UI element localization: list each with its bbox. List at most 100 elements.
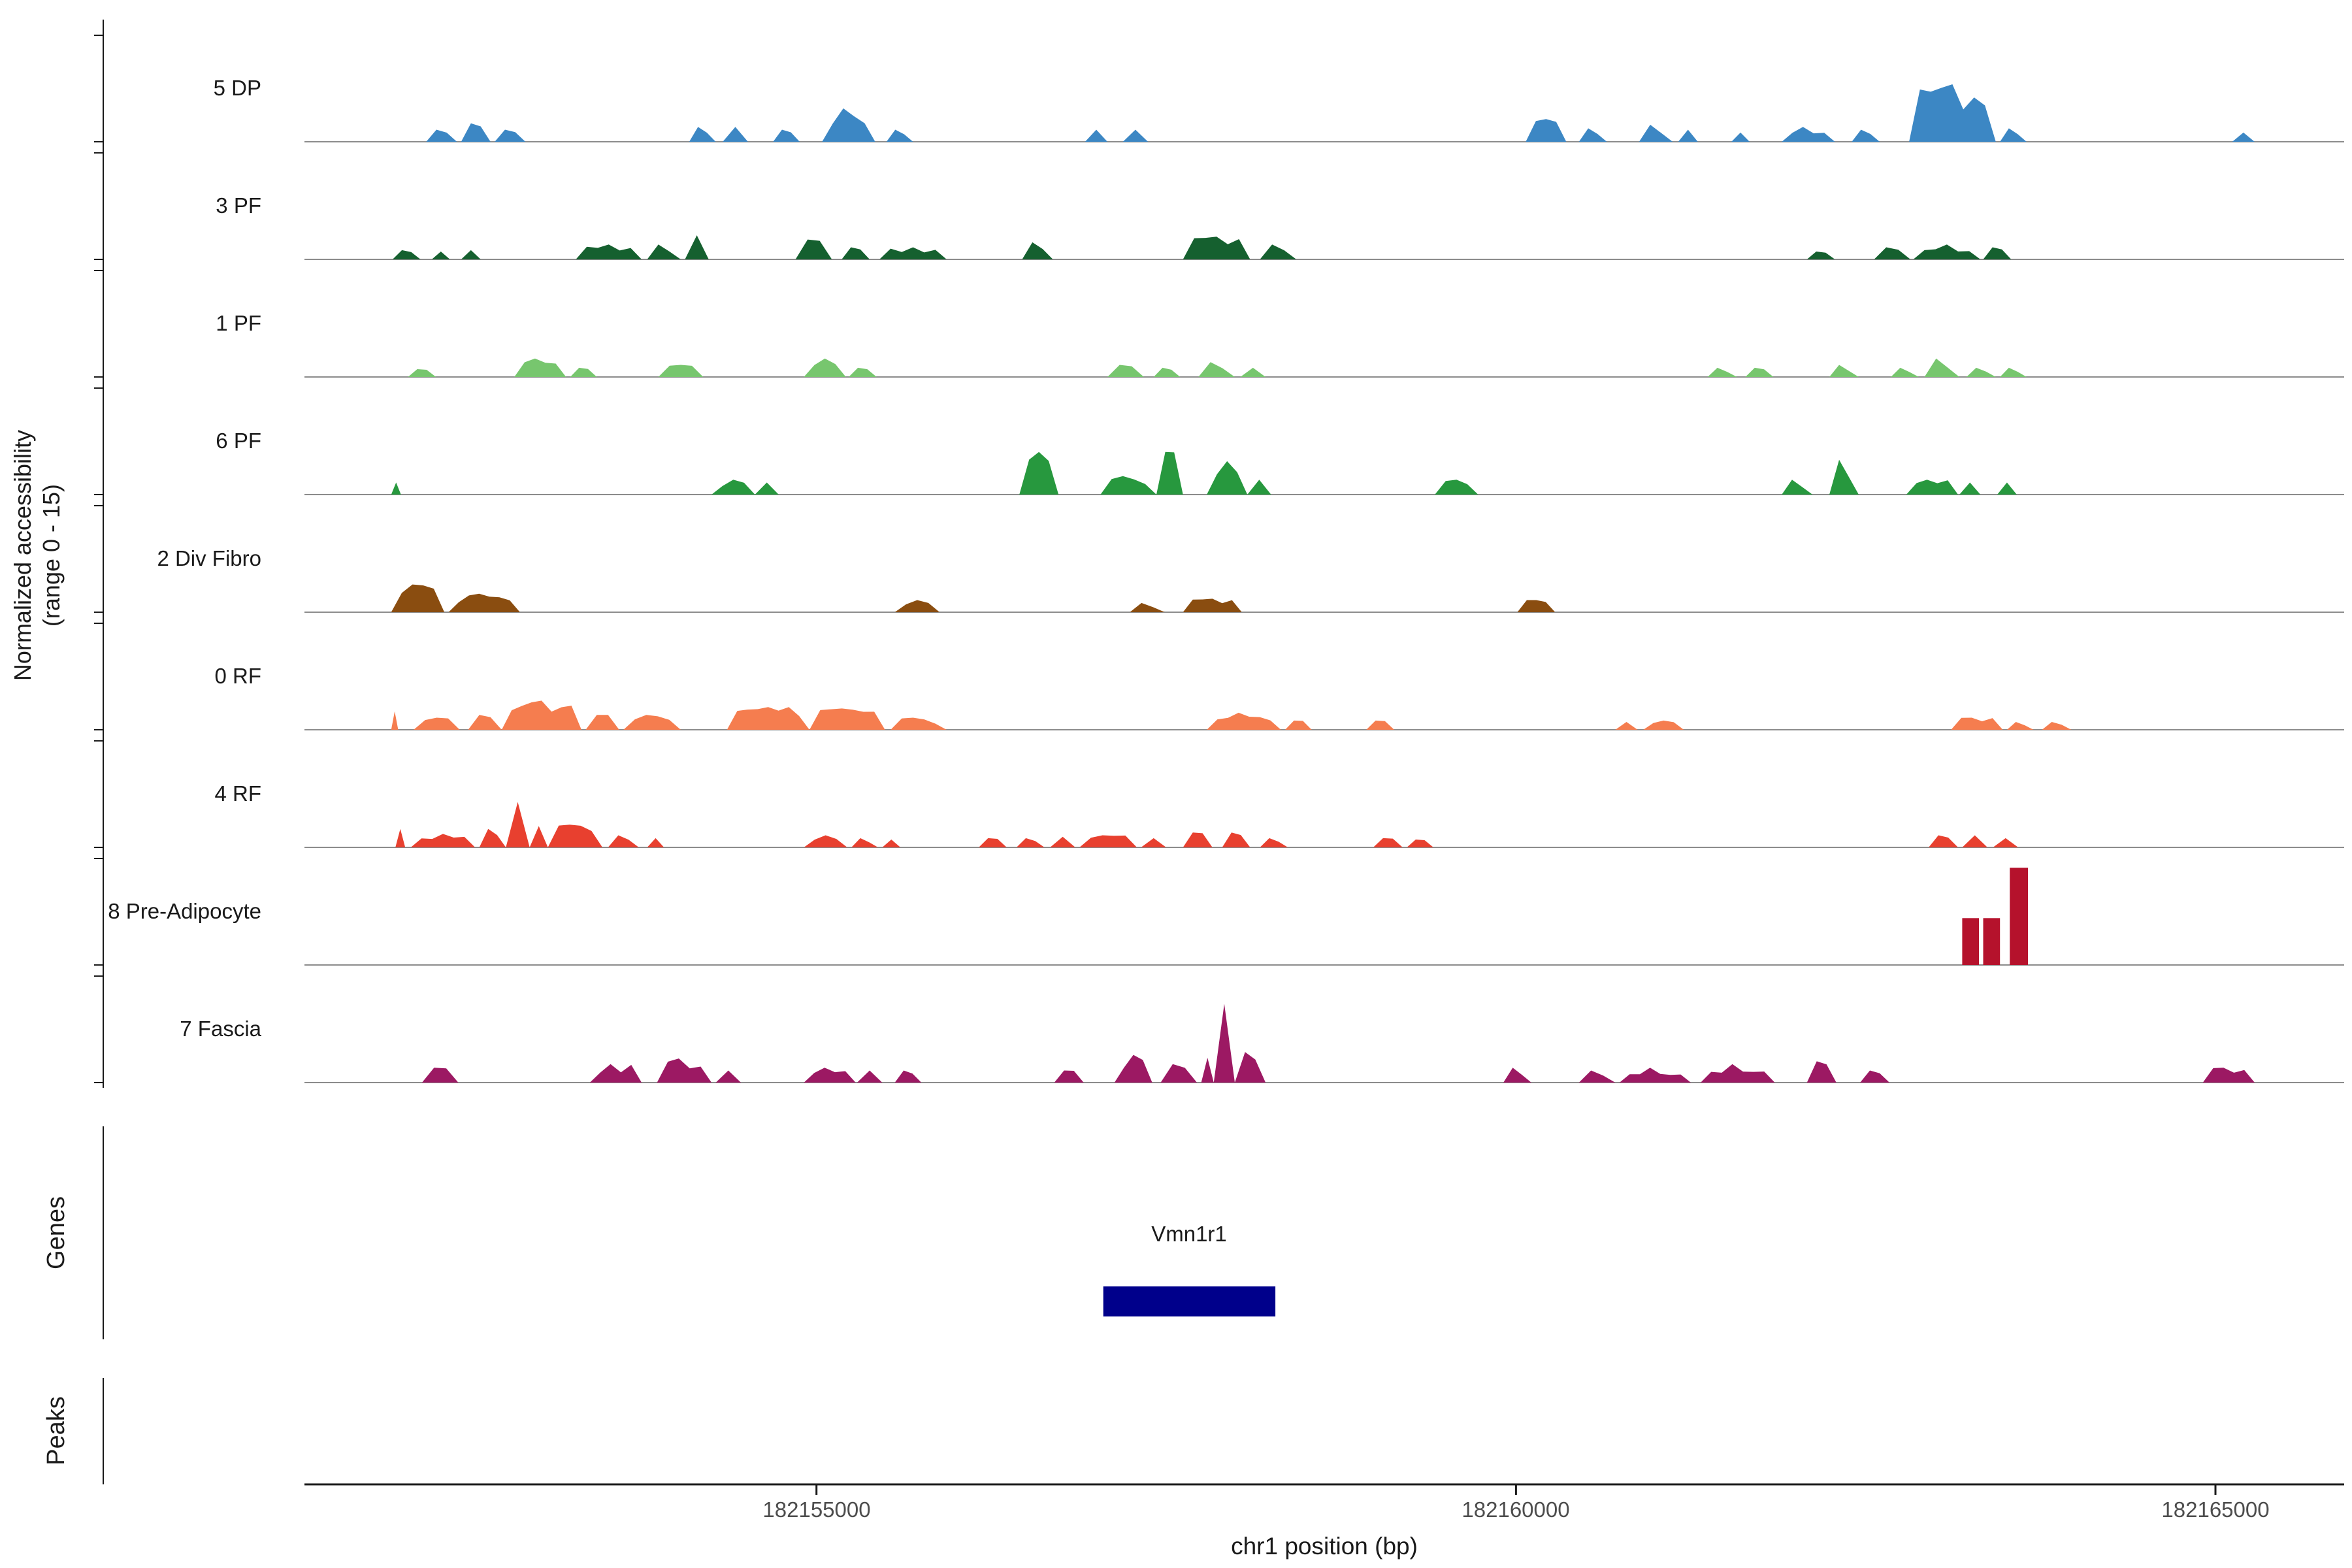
coverage-peak (2202, 1068, 2255, 1083)
coverage-peak (461, 250, 481, 259)
coverage-peak (501, 700, 581, 730)
coverage-peak (1578, 128, 1607, 142)
coverage-peak (391, 711, 399, 730)
coverage-peak (1906, 480, 1958, 495)
coverage-peak (1806, 1061, 1837, 1083)
coverage-peak (391, 584, 445, 612)
coverage-peak (685, 235, 709, 259)
coverage-peak (1019, 451, 1059, 495)
coverage-peak (1130, 602, 1165, 612)
coverage-peak (1260, 244, 1297, 259)
coverage-peak (1107, 365, 1144, 377)
coverage-peak (570, 367, 597, 377)
coverage-peak (1016, 838, 1045, 847)
coverage-peak (547, 825, 603, 847)
coverage-peak (647, 244, 681, 259)
gene-name-label: Vmn1r1 (1151, 1222, 1227, 1246)
coverage-peak (1678, 129, 1698, 142)
track-5-dp (94, 35, 2344, 142)
coverage-peak (979, 838, 1007, 847)
coverage-peak (1701, 1064, 1775, 1083)
coverage-peak (755, 482, 779, 495)
coverage-peak (608, 835, 639, 847)
coverage-peak (1909, 84, 1996, 142)
x-axis-title: chr1 position (bp) (1231, 1533, 1418, 1560)
coverage-peak (1235, 1052, 1266, 1083)
track-label-0-rf: 0 RF (214, 664, 261, 688)
coverage-peak (1156, 451, 1183, 495)
coverage-peak (1643, 720, 1684, 730)
coverage-peak (506, 802, 530, 847)
coverage-peak (1615, 722, 1638, 730)
coverage-peak (1924, 358, 1960, 377)
coverage-peak (514, 358, 566, 377)
coverage-peak (1114, 1054, 1152, 1083)
coverage-peak (894, 600, 940, 612)
coverage-peak (1966, 367, 1996, 377)
coverage-peak (2006, 722, 2034, 730)
coverage-peak (576, 244, 642, 259)
x-tick-label-182165000: 182165000 (2161, 1497, 2270, 1522)
coverage-peak (1285, 720, 1312, 730)
coverage-peak (431, 252, 450, 259)
coverage-peak (647, 838, 664, 847)
coverage-peak (461, 123, 491, 142)
track-label-8-pre-adipocyte: 8 Pre-Adipocyte (108, 899, 261, 923)
track-3-pf (94, 152, 2344, 260)
coverage-peak (392, 250, 421, 259)
coverage-peak (2232, 132, 2255, 142)
coverage-peak (1247, 480, 1271, 495)
coverage-peak (1079, 835, 1137, 847)
genes-section-label: Genes (42, 1196, 70, 1269)
coverage-peak (711, 480, 755, 495)
coverage-peak (715, 1070, 742, 1083)
coverage-peak (1782, 127, 1835, 142)
track-label-6-pf: 6 PF (216, 429, 261, 453)
coverage-peak (1745, 367, 1774, 377)
coverage-peak (1517, 600, 1556, 612)
coverage-peak (804, 1068, 856, 1083)
coverage-peak (1435, 480, 1478, 495)
coverage-peak (479, 828, 506, 847)
coverage-peak (1997, 482, 2017, 495)
coverage-peak (2000, 367, 2027, 377)
coverage-peak (1141, 838, 1166, 847)
coverage-peak (809, 708, 885, 730)
coverage-peak (589, 1064, 642, 1083)
coverage-bar (1962, 918, 1980, 965)
coverage-peak (408, 369, 436, 377)
coverage-peak (1993, 838, 2019, 847)
x-tick-label-182160000: 182160000 (1462, 1497, 1570, 1522)
coverage-peak (723, 127, 748, 142)
coverage-peak (727, 707, 809, 730)
coverage-peak (773, 129, 800, 142)
coverage-peak (1260, 838, 1288, 847)
coverage-peak (1829, 459, 1859, 495)
coverage-peak (410, 834, 476, 847)
coverage-peak (1806, 252, 1835, 259)
coverage-peak (1207, 461, 1248, 495)
track-6-pf (94, 387, 2344, 495)
coverage-peak (426, 129, 457, 142)
coverage-peak (1782, 480, 1813, 495)
coverage-peak (822, 108, 875, 142)
track-8-pre-adipocyte (94, 858, 2344, 966)
coverage-peak (495, 129, 526, 142)
track-2-div-fibro (94, 505, 2344, 613)
coverage-peak (585, 715, 619, 730)
coverage-peak (849, 367, 877, 377)
coverage-peak (689, 127, 716, 142)
coverage-peak (2042, 722, 2072, 730)
coverage-peak (1860, 1070, 1890, 1083)
coverage-peak (890, 717, 947, 730)
coverage-peak (657, 1058, 712, 1083)
coverage-peak (658, 365, 704, 377)
coverage-peak (841, 247, 870, 259)
track-7-fascia (94, 975, 2344, 1083)
track-4-rf (94, 740, 2344, 848)
track-label-7-fascia: 7 Fascia (180, 1017, 261, 1041)
coverage-bar (1983, 918, 2001, 965)
coverage-peak (1183, 598, 1242, 612)
